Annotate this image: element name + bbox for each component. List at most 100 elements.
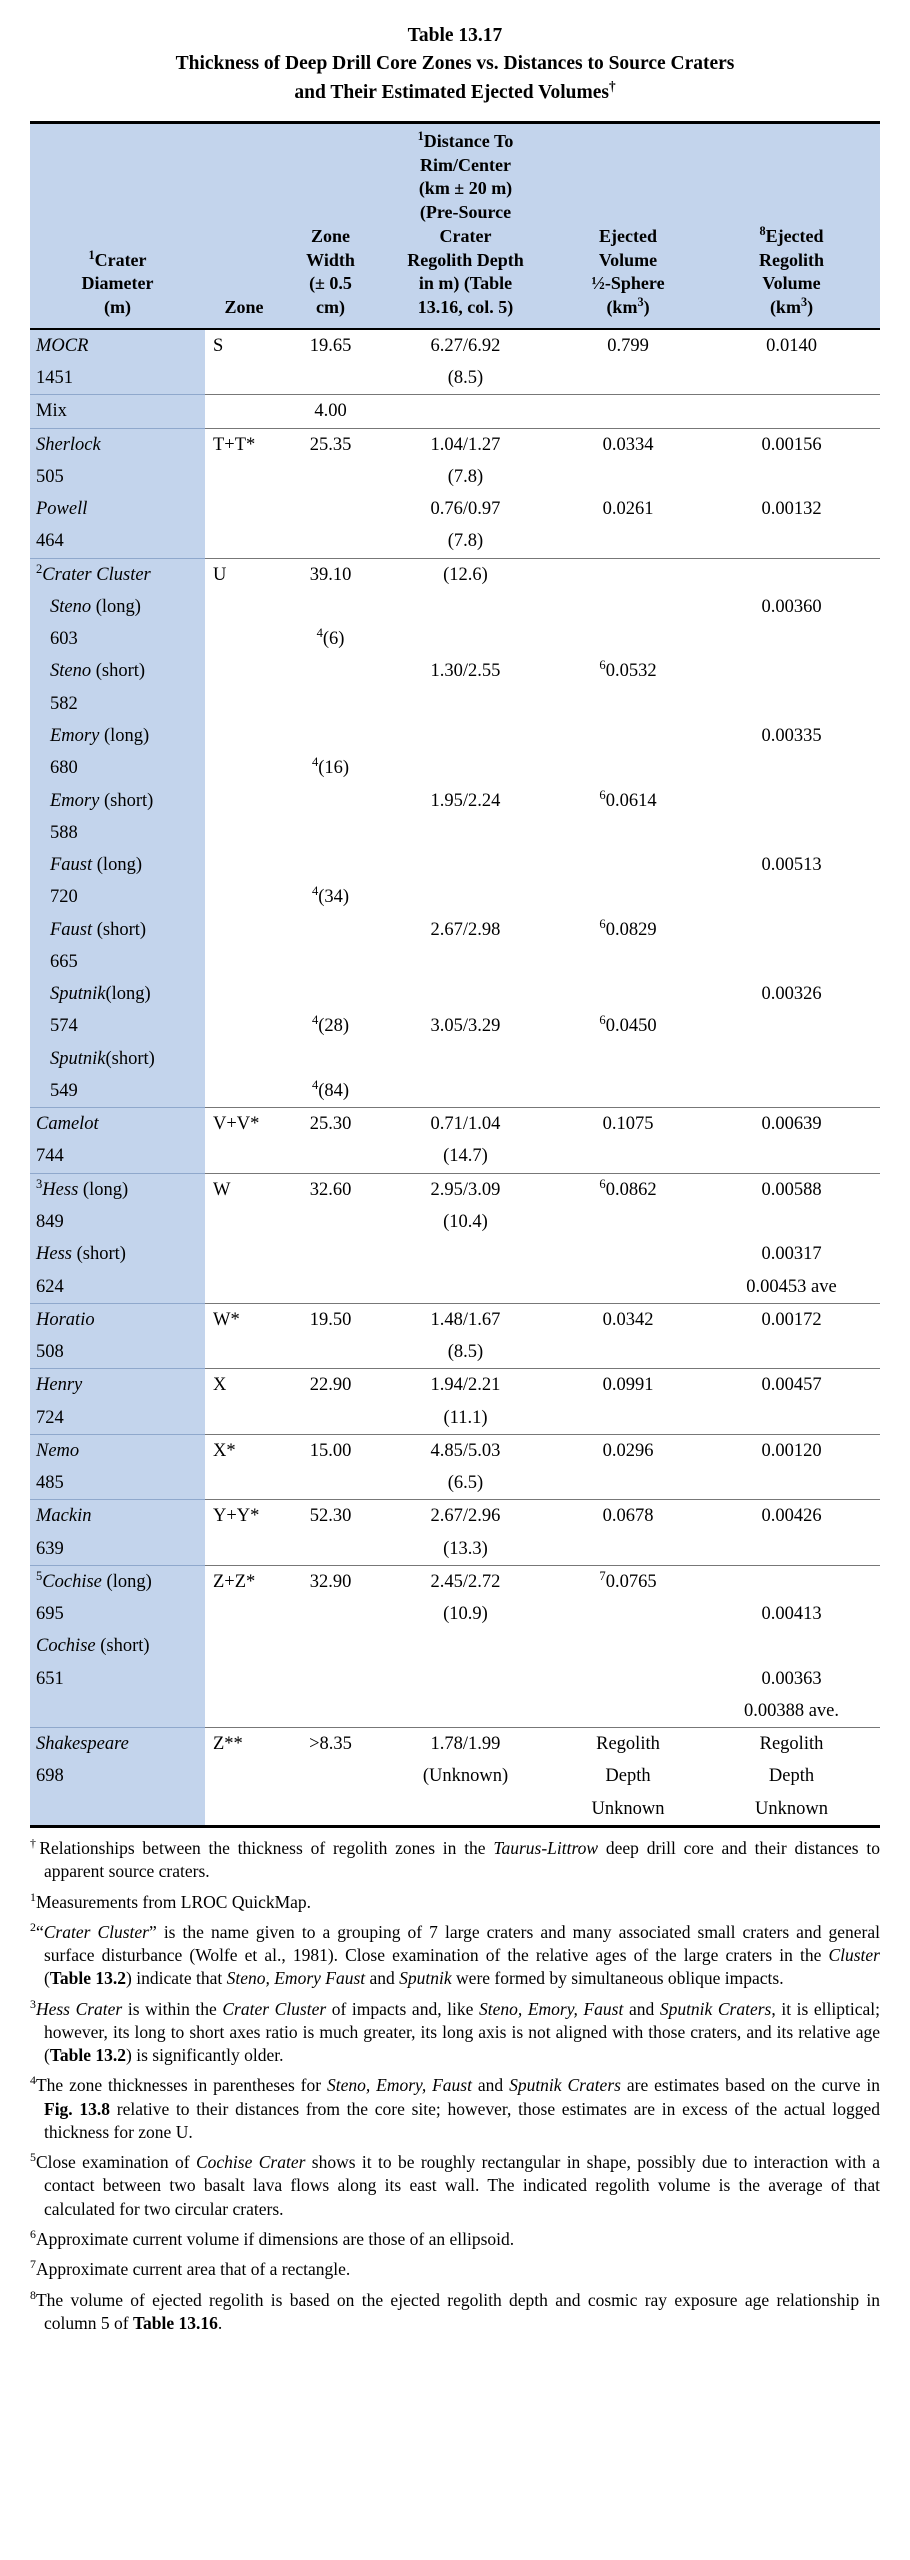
table-row: 582 (30, 687, 880, 720)
crater-name-text: Steno (50, 661, 96, 682)
cell-crater-name: 588 (30, 816, 205, 850)
header-ejv-l4end: ) (643, 297, 650, 318)
cell-ejected-regolith (703, 784, 880, 817)
table-row: 505 (7.8) (30, 460, 880, 494)
table-title-block: Table 13.17 Thickness of Deep Drill Core… (30, 22, 880, 107)
cell-ejected-regolith: 0.00453 ave (703, 1270, 880, 1304)
cell-crater-name: Mix (30, 394, 205, 429)
cell-ejected-regolith: 0.00326 (703, 978, 880, 1011)
cell-zone (205, 460, 283, 494)
cell-zone-value: X (213, 1375, 227, 1396)
cell-zone-width-value: 4.00 (314, 401, 347, 422)
header-crater-l1: Crater (94, 249, 147, 270)
column-header-zone-width: Zone Width (± 0.5 cm) (283, 120, 378, 330)
cell-zone-width-value: (34) (318, 887, 350, 908)
cell-zone: W (205, 1172, 283, 1206)
cell-distance-value: (10.9) (443, 1604, 488, 1625)
cell-zone (205, 1694, 283, 1728)
cell-zone-width: 4(16) (283, 752, 378, 785)
crater-diameter-value: 582 (50, 693, 78, 714)
cell-ejected-volume (553, 525, 703, 559)
cell-crater-name: Steno (short) (30, 655, 205, 688)
cell-zone-width: 25.30 (283, 1107, 378, 1141)
cell-zone-width: 52.30 (283, 1499, 378, 1533)
cell-ejected-volume-value: 0.0296 (602, 1440, 654, 1461)
header-sup-ejr: 8 (759, 223, 766, 238)
cell-crater-name: Horatio (30, 1302, 205, 1337)
cell-zone-width-value: 22.90 (309, 1375, 352, 1396)
cell-distance-value: (10.4) (443, 1211, 488, 1232)
cell-zone (205, 655, 283, 688)
cell-footnote-marker: 6 (599, 658, 606, 673)
footnote-n2: 2“Crater Cluster” is the name given to a… (30, 1921, 880, 1991)
cell-ejected-regolith: 0.00588 (703, 1172, 880, 1206)
cell-ejected-regolith-value: 0.00639 (761, 1114, 822, 1135)
crater-diameter-value: 695 (36, 1604, 64, 1625)
cell-ejected-regolith: 0.00426 (703, 1499, 880, 1533)
crater-name-text: Emory (50, 790, 104, 811)
crater-name-text: Hess (36, 1244, 77, 1265)
cell-distance: (10.4) (378, 1205, 553, 1239)
header-dist-l4: (Pre-Source (419, 202, 512, 223)
table-row: 0.00388 ave. (30, 1694, 880, 1728)
cell-zone (205, 1532, 283, 1566)
cell-zone-width: 32.60 (283, 1172, 378, 1206)
cell-crater-name: Cochise (short) (30, 1630, 205, 1663)
cell-ejected-regolith (703, 752, 880, 785)
cell-zone-width: 22.90 (283, 1368, 378, 1402)
cell-zone-width (283, 1792, 378, 1829)
header-zonewidth-l3: (± 0.5 (309, 273, 352, 294)
crater-name-text: Cochise (42, 1571, 107, 1592)
cell-footnote-marker: 4 (311, 884, 319, 899)
cell-ejected-regolith (703, 687, 880, 720)
cell-distance (378, 1238, 553, 1271)
column-header-crater-diameter: 1Crater Diameter (m) (30, 120, 205, 330)
cell-zone (205, 913, 283, 946)
cell-distance-value: (7.8) (447, 466, 484, 487)
crater-diameter-value: 724 (36, 1407, 64, 1428)
cell-distance-value: 0.71/1.04 (430, 1114, 501, 1135)
cell-zone-width (283, 1042, 378, 1075)
crater-name-text: Sputnik (50, 984, 106, 1005)
cell-crater-name: Steno (long) (30, 590, 205, 624)
table-title-line-1: Thickness of Deep Drill Core Zones vs. D… (175, 53, 735, 75)
cell-crater-name: Nemo (30, 1433, 205, 1468)
table-row: 665 (30, 945, 880, 979)
cell-ejected-volume-value: 0.0532 (605, 661, 657, 682)
cell-zone: S (205, 328, 283, 363)
footnote-dagger: †Relationships between the thickness of … (30, 1837, 880, 1884)
crater-name-qualifier: (short) (100, 1636, 150, 1657)
cell-ejected-volume (553, 719, 703, 753)
footnote-n8: 8The volume of ejected regolith is based… (30, 2289, 880, 2336)
header-zonewidth-l2: Width (306, 249, 355, 270)
table-row: Hess (short) 0.00317 (30, 1238, 880, 1271)
crater-name-text: Faust (50, 919, 97, 940)
cell-ejected-volume: 0.1075 (553, 1107, 703, 1141)
cell-zone: X* (205, 1433, 283, 1468)
cell-distance (378, 945, 553, 979)
footnote-marker: 6 (30, 2227, 36, 2242)
cell-ejected-regolith-value: 0.00120 (761, 1440, 822, 1461)
table-row: Sputnik(short) (30, 1042, 880, 1075)
cell-zone: V+V* (205, 1107, 283, 1141)
cell-zone-width: >8.35 (283, 1727, 378, 1761)
header-ejr-l4end: ) (807, 297, 814, 318)
cell-ejected-volume (553, 881, 703, 914)
cell-zone-width-value: 15.00 (309, 1440, 352, 1461)
footnote-text: The volume of ejected regolith is based … (35, 2289, 880, 2333)
footnote-n1: 1Measurements from LROC QuickMap. (30, 1891, 880, 1914)
cell-zone-width-value: 32.90 (309, 1571, 352, 1592)
cell-footnote-marker: 3 (36, 1176, 43, 1191)
table-row: Sherlock T+T* 25.35 1.04/1.27 0.0334 0.00156 (30, 427, 880, 461)
header-dist-l6: Regolith Depth (407, 249, 524, 270)
table-row: 744 (14.7) (30, 1140, 880, 1174)
data-table: 1Crater Diameter (m) Zone Zone Width (± … (30, 120, 880, 1829)
table-row: 2Crater Cluster U 39.10 (12.6) (30, 557, 880, 591)
cell-zone-width-value: (16) (318, 758, 350, 779)
cell-ejected-volume-value: 0.799 (607, 335, 649, 356)
cell-ejected-volume-value: Depth (605, 1766, 651, 1787)
cell-zone: Z+Z* (205, 1564, 283, 1599)
cell-distance (378, 687, 553, 720)
crater-diameter-value: 624 (36, 1276, 64, 1297)
cell-zone (205, 849, 283, 882)
